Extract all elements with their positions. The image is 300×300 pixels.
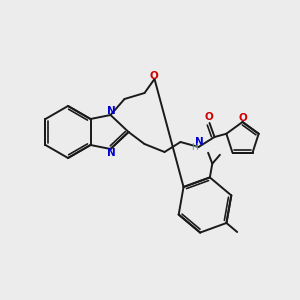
Text: N: N	[107, 106, 116, 116]
Text: O: O	[204, 112, 213, 122]
Text: H: H	[191, 143, 198, 152]
Text: N: N	[107, 148, 116, 158]
Text: O: O	[238, 113, 247, 123]
Text: N: N	[195, 137, 204, 147]
Text: O: O	[149, 71, 158, 81]
